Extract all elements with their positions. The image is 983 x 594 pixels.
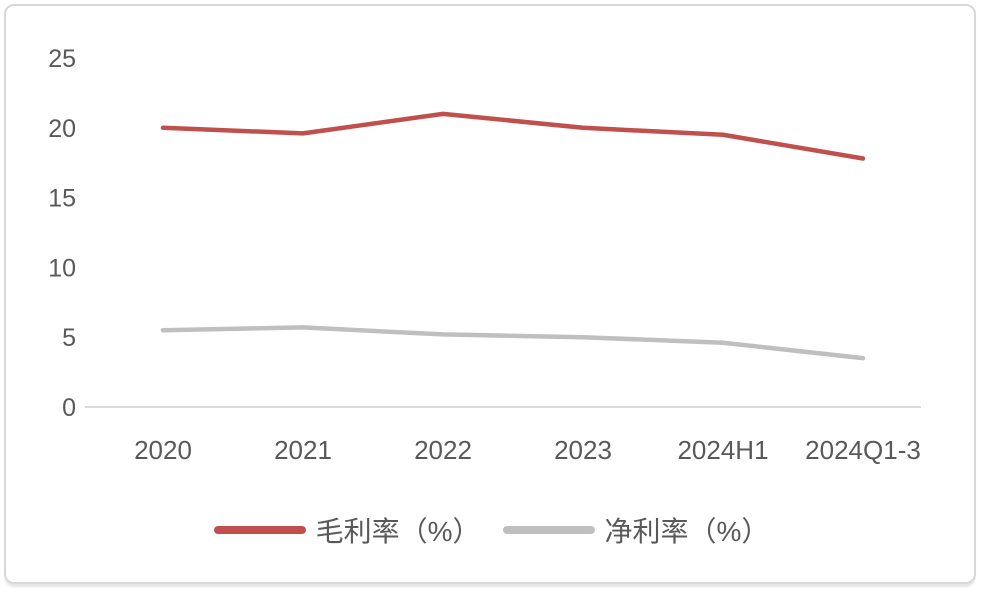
y-tick-label: 10 xyxy=(48,254,76,282)
y-tick-label: 15 xyxy=(48,185,76,213)
x-category-label: 2021 xyxy=(274,435,332,465)
legend-item-1: 净利率（%） xyxy=(502,510,770,550)
y-tick-label: 5 xyxy=(62,324,76,352)
x-category-label: 2022 xyxy=(414,435,472,465)
legend: 毛利率（%） 净利率（%） xyxy=(0,511,983,549)
y-tick-label: 20 xyxy=(48,115,76,143)
legend-label: 毛利率（%） xyxy=(315,516,481,547)
y-tick-label: 0 xyxy=(62,394,76,422)
x-category-label: 2020 xyxy=(134,435,192,465)
x-category-label: 2024Q1-3 xyxy=(805,435,921,465)
series-line-1 xyxy=(160,325,866,361)
x-category-label: 2023 xyxy=(554,435,612,465)
legend-swatch-icon xyxy=(213,526,306,534)
chart-frame xyxy=(4,4,976,584)
x-category-label: 2024H1 xyxy=(677,435,768,465)
legend-label: 净利率（%） xyxy=(604,516,770,547)
series-line-0 xyxy=(160,111,866,161)
legend-swatch-icon xyxy=(502,526,595,534)
y-tick-label: 25 xyxy=(48,45,76,73)
legend-item-0: 毛利率（%） xyxy=(213,510,481,550)
